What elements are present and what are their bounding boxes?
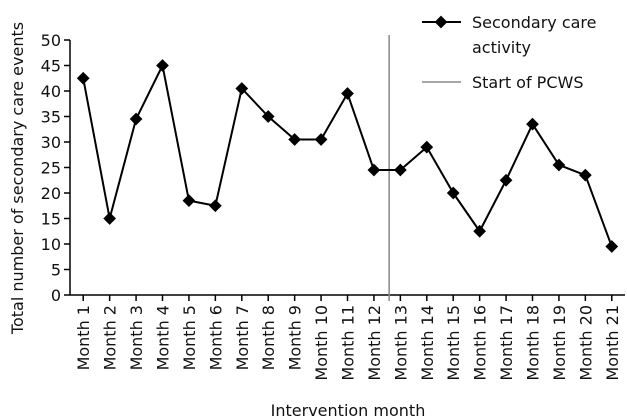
- x-tick-label: Month 19: [550, 305, 569, 381]
- data-point-diamond: [261, 110, 275, 123]
- y-tick-label: 40: [41, 82, 61, 101]
- x-tick-label: Month 18: [524, 305, 543, 381]
- data-point-diamond: [446, 186, 460, 200]
- x-tick-label: Month 1: [74, 305, 93, 370]
- x-tick-label: Month 20: [576, 305, 595, 381]
- data-point-diamond: [208, 199, 222, 213]
- x-tick-label: Month 17: [497, 305, 516, 381]
- x-tick-label: Month 21: [603, 305, 622, 381]
- x-tick-label: Month 13: [391, 305, 410, 381]
- data-point-diamond: [605, 240, 619, 253]
- x-tick-label: Month 3: [127, 305, 146, 370]
- data-point-diamond: [526, 117, 539, 131]
- y-tick-label: 25: [41, 159, 61, 178]
- x-axis-title: Intervention month: [271, 401, 426, 420]
- data-point-diamond: [182, 194, 196, 208]
- x-tick-label: Month 10: [312, 305, 331, 381]
- data-point-diamond: [552, 158, 566, 172]
- y-tick-label: 50: [41, 31, 61, 50]
- x-axis: Month 1 Month 2 Month 3 Month 4 Month 5 Month…: [70, 294, 625, 381]
- data-point-diamond: [367, 163, 381, 177]
- y-tick-label: 0: [51, 286, 61, 305]
- x-tick-label: Month 15: [444, 305, 463, 381]
- x-tick-label: Month 16: [471, 305, 490, 381]
- y-tick-label: 20: [41, 184, 61, 203]
- legend-label-pcws: Start of PCWS: [472, 73, 583, 92]
- legend-diamond-marker: [434, 15, 448, 29]
- y-axis: 0 5 10 15 20 25 30 35 40 45 50: [41, 31, 71, 305]
- x-tick-label: Month 11: [339, 305, 358, 381]
- x-tick-label: Month 8: [259, 305, 278, 370]
- y-tick-label: 5: [51, 261, 61, 280]
- data-point-diamond: [314, 133, 328, 146]
- data-point-diamond: [420, 140, 434, 154]
- y-axis-title: Total number of secondary care events: [8, 22, 27, 335]
- data-point-diamond: [473, 224, 487, 238]
- y-tick-label: 35: [41, 108, 61, 127]
- data-point-diamond: [288, 133, 302, 146]
- x-tick-label: Month 2: [101, 305, 120, 370]
- data-point-diamond: [578, 168, 592, 182]
- x-tick-label: Month 7: [233, 305, 252, 370]
- x-tick-label: Month 12: [365, 305, 384, 381]
- data-point-diamond: [235, 82, 249, 95]
- data-point-diamond: [499, 173, 513, 187]
- y-tick-label: 10: [41, 235, 61, 254]
- x-tick-label: Month 9: [286, 305, 305, 370]
- data-point-diamond: [129, 112, 143, 126]
- x-tick-label: Month 4: [154, 305, 173, 370]
- x-tick-label: Month 5: [180, 305, 199, 370]
- data-point-diamond: [76, 71, 90, 85]
- y-tick-label: 30: [41, 133, 61, 152]
- y-tick-label: 45: [41, 57, 61, 76]
- data-point-diamond: [156, 59, 169, 72]
- x-tick-label: Month 14: [418, 305, 437, 381]
- data-point-diamond: [341, 87, 354, 100]
- x-tick-label: Month 6: [206, 305, 225, 370]
- y-tick-label: 15: [41, 210, 61, 229]
- data-point-diamond: [393, 163, 407, 177]
- data-point-diamond: [103, 212, 117, 225]
- legend: Secondary care activity Start of PCWS: [422, 13, 597, 92]
- legend-label-series-line2: activity: [472, 38, 531, 57]
- legend-label-series-line1: Secondary care: [472, 13, 597, 32]
